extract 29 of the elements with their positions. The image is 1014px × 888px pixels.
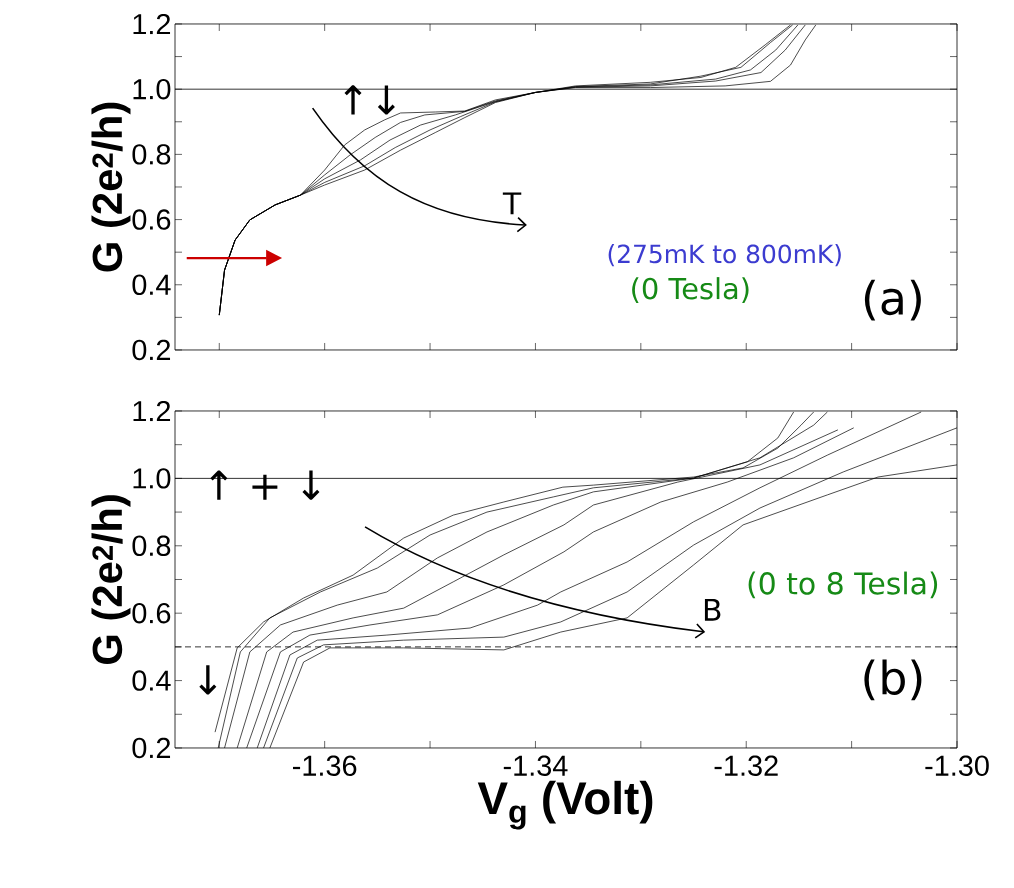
annotation: (0 to 8 Tesla)	[748, 571, 938, 599]
annotation: ↑ + ↓	[210, 470, 320, 500]
y-tick-label: 0.8	[132, 535, 171, 557]
y-axis-title: G (2e$^{2}$/h)	[91, 102, 131, 272]
y-tick-label: 1.0	[133, 468, 171, 489]
y-tick-label: 0.6	[132, 209, 171, 230]
y-tick-label: 0.6	[132, 602, 171, 624]
x-tick-label: -1.34	[503, 755, 568, 776]
annotation: (b)	[864, 659, 922, 701]
x-axis-title: V$_{g}$ (Volt)	[477, 780, 653, 830]
x-tick-label: -1.36	[293, 755, 357, 776]
x-tick-label: -1.32	[714, 755, 778, 776]
y-tick-label: 0.8	[132, 144, 171, 165]
x-tick-label: -1.30	[925, 755, 989, 776]
annotation: T	[502, 192, 522, 215]
y-tick-label: 1.0	[133, 78, 171, 100]
y-tick-label: 1.2	[133, 13, 171, 35]
annotation: (a)	[864, 279, 921, 321]
annotation: B	[704, 598, 721, 621]
annotation: ↓	[199, 665, 217, 695]
y-tick-label: 0.2	[132, 737, 171, 759]
y-tick-label: 0.4	[132, 274, 171, 296]
annotation: ↑↓	[344, 85, 395, 115]
annotation: (0 Tesla)	[632, 277, 749, 303]
annotation: (275mK to 800mK)	[608, 244, 841, 267]
y-tick-label: 0.4	[132, 670, 171, 691]
y-axis-title: G (2e$^{2}$/h)	[91, 495, 131, 665]
y-tick-label: 1.2	[133, 400, 171, 422]
y-tick-label: 0.2	[132, 339, 171, 361]
